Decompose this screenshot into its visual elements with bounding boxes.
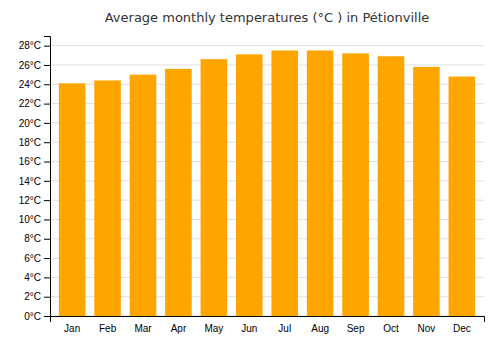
x-tick: Sep — [347, 323, 365, 334]
bar — [271, 50, 298, 316]
y-tick-mark — [44, 142, 50, 143]
y-tick-mark — [44, 181, 50, 182]
y-tick-mark — [44, 219, 50, 220]
bar — [165, 69, 192, 316]
grid — [50, 46, 484, 316]
bars — [59, 50, 475, 316]
x-tick-label: Dec — [453, 323, 471, 334]
grid-line — [50, 45, 484, 46]
y-tick-mark — [44, 123, 50, 124]
y-tick-label: 24°C — [19, 79, 41, 90]
y-tick: 12°C — [19, 195, 50, 206]
y-tick-label: 12°C — [19, 195, 41, 206]
y-tick-label: 8°C — [24, 233, 41, 244]
y-axis: 0°C 2°C 4°C 6°C 8°C 10°C 12°C 14°C 16°C 18°C 20°C 2… — [19, 37, 51, 322]
y-tick: 4°C — [24, 272, 50, 283]
x-tick: Jan — [64, 323, 80, 334]
x-axis-line — [51, 317, 485, 323]
x-tick: Jun — [241, 323, 257, 334]
bar — [130, 75, 157, 316]
y-tick-mark — [44, 104, 50, 105]
y-tick-label: 26°C — [19, 60, 41, 71]
y-tick-mark — [44, 297, 50, 298]
y-tick-mark — [44, 84, 50, 85]
chart: 0°C 2°C 4°C 6°C 8°C 10°C 12°C 14°C 16°C 18°C 20°C 2… — [0, 0, 500, 350]
x-tick-label: Apr — [171, 323, 187, 334]
y-tick-label: 2°C — [24, 291, 41, 302]
y-tick-label: 4°C — [24, 272, 41, 283]
bar — [201, 59, 228, 316]
y-tick: 2°C — [24, 291, 50, 302]
y-tick-mark — [44, 65, 50, 66]
bar — [342, 53, 369, 316]
y-tick: 18°C — [19, 137, 50, 148]
y-tick-label: 10°C — [19, 214, 41, 225]
y-tick: 8°C — [24, 233, 50, 244]
x-tick: Feb — [99, 323, 117, 334]
x-tick: May — [204, 323, 223, 334]
y-tick-mark — [44, 239, 50, 240]
y-tick-mark — [44, 277, 50, 278]
bar — [378, 56, 405, 316]
y-tick-label: 20°C — [19, 118, 41, 129]
y-tick-mark — [44, 162, 50, 163]
grid-line — [50, 64, 484, 65]
y-tick-mark — [44, 200, 50, 201]
y-tick: 14°C — [19, 176, 50, 187]
bar — [236, 54, 263, 316]
y-tick: 10°C — [19, 214, 50, 225]
x-tick-label: Oct — [383, 323, 399, 334]
x-tick-label: Feb — [99, 323, 117, 334]
y-tick-mark — [44, 46, 50, 47]
y-tick: 28°C — [19, 40, 50, 51]
x-tick: Nov — [418, 323, 436, 334]
y-tick-label: 6°C — [24, 253, 41, 264]
y-tick-label: 0°C — [24, 311, 41, 322]
bar — [59, 83, 86, 316]
plot: 0°C 2°C 4°C 6°C 8°C 10°C 12°C 14°C 16°C 18°C 20°C 2… — [19, 37, 485, 335]
x-tick-label: Jul — [278, 323, 291, 334]
y-tick-label: 28°C — [19, 40, 41, 51]
x-tick: Dec — [453, 323, 471, 334]
y-tick: 16°C — [19, 156, 50, 167]
y-tick-mark — [44, 258, 50, 259]
y-tick-label: 18°C — [19, 137, 41, 148]
y-tick: 0°C — [24, 311, 50, 322]
bar — [449, 77, 476, 316]
x-tick: Mar — [134, 323, 152, 334]
x-tick-label: Jun — [241, 323, 257, 334]
y-tick-mark — [44, 316, 50, 317]
bar — [94, 80, 121, 316]
y-tick: 20°C — [19, 118, 50, 129]
x-tick: Oct — [383, 323, 399, 334]
y-tick: 6°C — [24, 253, 50, 264]
x-tick: Aug — [311, 323, 329, 334]
y-axis-line — [44, 37, 51, 317]
y-tick: 26°C — [19, 60, 50, 71]
x-tick-label: May — [204, 323, 223, 334]
y-tick-label: 16°C — [19, 156, 41, 167]
x-tick: Jul — [278, 323, 291, 334]
y-tick-label: 22°C — [19, 98, 41, 109]
x-tick-label: Sep — [347, 323, 365, 334]
y-tick: 24°C — [19, 79, 50, 90]
y-tick: 22°C — [19, 98, 50, 109]
x-tick-label: Jan — [64, 323, 80, 334]
x-tick-label: Aug — [311, 323, 329, 334]
x-tick: Apr — [171, 323, 187, 334]
bar — [307, 50, 334, 316]
x-tick-label: Nov — [418, 323, 436, 334]
title: Average monthly temperatures (°C ) in Pé… — [105, 10, 430, 25]
x-axis: Jan Feb Mar Apr May Jun Jul Aug Sep Oct Nov Dec — [51, 317, 485, 335]
bar — [413, 67, 440, 316]
y-tick-label: 14°C — [19, 176, 41, 187]
x-tick-label: Mar — [134, 323, 152, 334]
